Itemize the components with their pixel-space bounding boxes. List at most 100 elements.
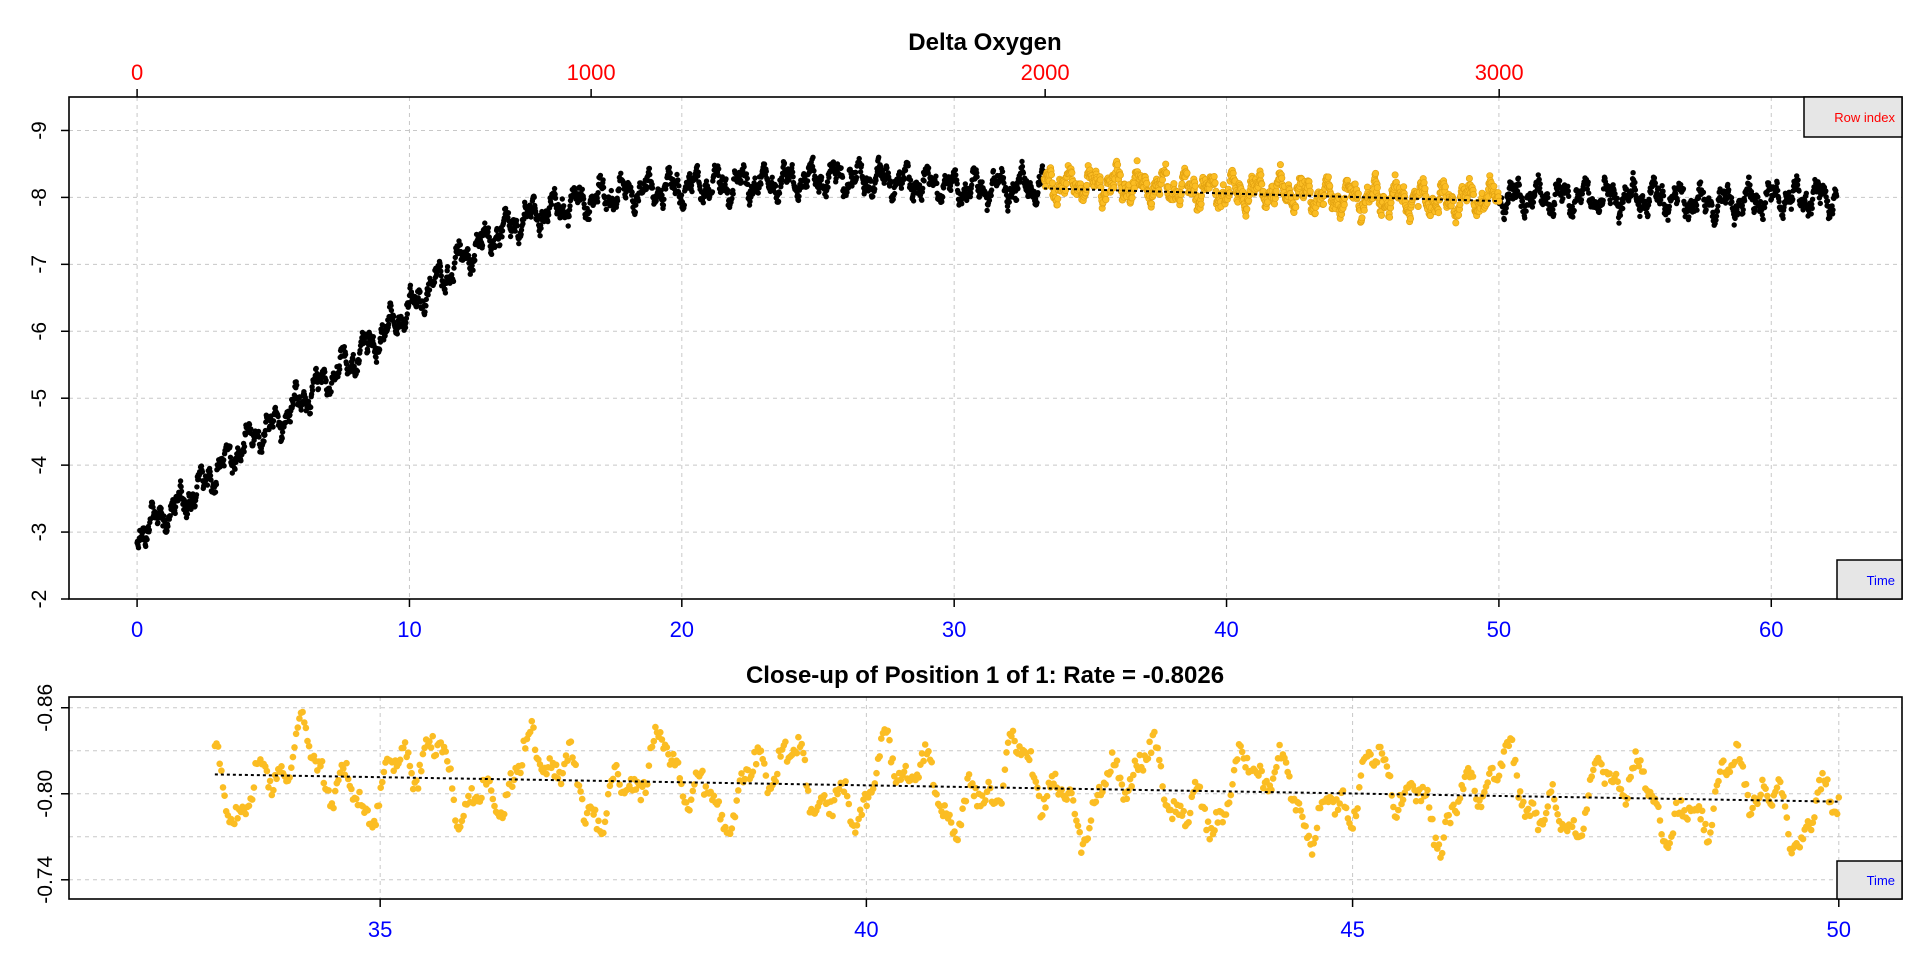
- closeup-point: [1612, 770, 1620, 778]
- main-point: [723, 176, 729, 182]
- closeup-point: [1159, 783, 1166, 790]
- main-point: [1607, 200, 1614, 207]
- main-point: [674, 171, 680, 178]
- closeup-point: [1783, 814, 1791, 821]
- main-point: [465, 246, 471, 253]
- main-point: [1514, 188, 1521, 194]
- closeup-point: [1526, 812, 1534, 820]
- closeup-point: [1635, 762, 1643, 770]
- main-point: [1537, 185, 1543, 191]
- closeup-point: [1453, 809, 1461, 817]
- main-point: [199, 469, 206, 475]
- main-point: [579, 186, 585, 192]
- closeup-point: [1177, 802, 1184, 810]
- main-point: [198, 463, 205, 469]
- main-point: [1795, 177, 1801, 183]
- main-trend-line: [1044, 187, 1499, 203]
- closeup-point: [289, 753, 297, 761]
- closeup-point: [1656, 817, 1664, 824]
- closeup-point: [1139, 767, 1147, 774]
- main-point: [561, 203, 567, 209]
- main-point: [916, 182, 923, 188]
- main-point: [586, 216, 592, 223]
- main-point: [1655, 186, 1662, 192]
- closeup-point: [1211, 827, 1218, 834]
- closeup-point: [1087, 817, 1095, 824]
- main-point: [172, 510, 178, 517]
- main-point: [1600, 197, 1606, 204]
- closeup-point: [1742, 780, 1750, 788]
- closeup-point: [1684, 816, 1691, 823]
- closeup-point: [1071, 810, 1079, 818]
- closeup-point: [702, 783, 710, 790]
- main-point: [959, 201, 965, 207]
- closeup-point: [1464, 764, 1472, 772]
- main-point: [1617, 212, 1624, 219]
- main-point: [1729, 199, 1735, 205]
- main-point: [747, 198, 753, 205]
- closeup-point: [509, 783, 516, 790]
- main-point: [988, 192, 994, 199]
- closeup-point: [1042, 804, 1049, 811]
- main-point: [786, 177, 792, 183]
- main-point: [1519, 198, 1526, 204]
- closeup-point: [1429, 815, 1436, 823]
- closeup-point: [777, 753, 784, 760]
- closeup-point: [658, 736, 666, 743]
- closeup-point: [1123, 795, 1131, 803]
- closeup-point: [552, 761, 560, 769]
- closeup-point: [683, 799, 690, 806]
- main-point: [689, 188, 695, 195]
- main-highlight-point: [1062, 180, 1070, 188]
- main-point: [953, 172, 959, 178]
- closeup-point: [578, 795, 586, 803]
- main-point: [775, 198, 782, 205]
- main-point: [795, 197, 802, 204]
- main-highlight-point: [1452, 219, 1460, 227]
- closeup-point: [1113, 757, 1121, 764]
- main-point: [999, 168, 1006, 175]
- closeup-point: [1796, 844, 1804, 851]
- main-point: [1817, 200, 1824, 207]
- row-index-tag: Row index: [1803, 96, 1903, 138]
- closeup-point: [1160, 796, 1168, 803]
- main-point: [974, 174, 980, 180]
- main-point: [1503, 209, 1509, 216]
- closeup-point: [1169, 815, 1176, 823]
- closeup-point: [1305, 832, 1313, 840]
- main-point: [1536, 176, 1542, 183]
- closeup-point: [1130, 771, 1137, 779]
- main-point: [818, 174, 825, 180]
- main-point: [512, 228, 518, 234]
- closeup-x-tick-label: 40: [854, 917, 878, 942]
- closeup-point: [1614, 778, 1621, 785]
- closeup-point: [1310, 840, 1317, 847]
- closeup-point: [1534, 826, 1542, 834]
- main-point: [729, 195, 735, 202]
- closeup-point: [1256, 762, 1264, 770]
- main-point: [1639, 193, 1646, 199]
- main-point: [404, 311, 410, 317]
- closeup-point: [1271, 768, 1278, 776]
- main-point: [1020, 170, 1027, 176]
- main-point: [969, 182, 975, 188]
- closeup-point: [1009, 727, 1017, 735]
- main-point: [716, 166, 722, 172]
- closeup-point: [536, 761, 544, 768]
- closeup-point: [278, 763, 285, 770]
- main-point: [919, 197, 925, 203]
- closeup-point: [250, 784, 258, 791]
- closeup-point: [1734, 742, 1742, 749]
- main-point: [1522, 215, 1528, 221]
- closeup-point: [400, 744, 407, 752]
- closeup-point: [372, 821, 380, 829]
- closeup-point: [645, 762, 653, 769]
- closeup-point: [305, 742, 313, 750]
- closeup-point: [1417, 797, 1425, 805]
- main-point: [635, 198, 642, 204]
- closeup-point: [749, 768, 757, 776]
- closeup-point: [406, 762, 414, 770]
- main-highlight-point: [1162, 160, 1170, 168]
- closeup-point: [1669, 830, 1677, 837]
- closeup-point: [1554, 811, 1561, 818]
